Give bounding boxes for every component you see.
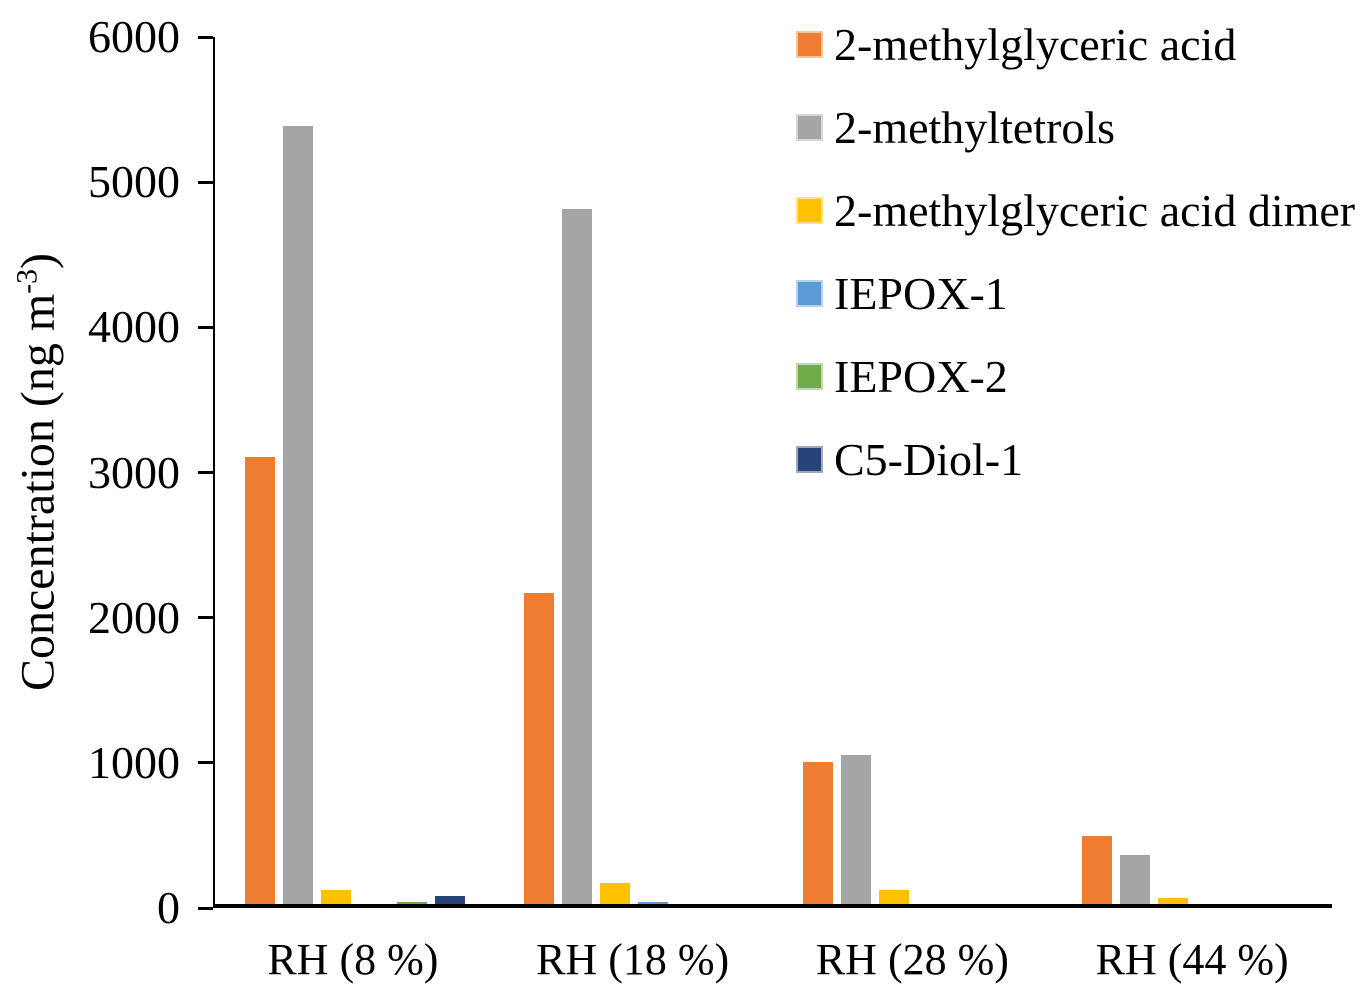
x-tick-label: RH (44 %) <box>1095 935 1289 984</box>
y-tick-mark <box>198 325 213 329</box>
y-tick-label: 3000 <box>88 446 180 498</box>
x-tick-label: RH (8 %) <box>267 935 439 984</box>
legend-swatch-c5-diol-1 <box>796 446 823 473</box>
bar-group-rh-8 <box>215 37 494 904</box>
y-axis-tick-labels: 0 1000 2000 3000 4000 5000 6000 <box>0 11 180 933</box>
x-tick-label: RH (18 %) <box>536 935 730 984</box>
y-tick-mark <box>198 35 213 39</box>
bar-2-methyltetrols-category-2 <box>561 208 592 904</box>
legend-item-c5-diol-1: C5-Diol-1 <box>796 433 1355 486</box>
y-tick-label: 2000 <box>88 591 180 643</box>
legend-swatch-iepox-1 <box>796 280 823 307</box>
y-tick-mark <box>198 180 213 184</box>
y-tick-mark <box>198 471 213 474</box>
y-tick-mark <box>198 761 213 765</box>
bar-2-methylglyceric-acid-dimer-category-4 <box>1158 898 1189 904</box>
legend-swatch-iepox-2 <box>796 363 823 390</box>
legend-label: 2-methylglyceric acid dimer <box>834 185 1356 236</box>
x-tick-label: RH (28 %) <box>815 935 1009 984</box>
bar-2-methyltetrols-category-4 <box>1120 854 1151 904</box>
y-tick-mark <box>198 906 213 910</box>
y-tick-label: 4000 <box>88 301 180 353</box>
legend-item-iepox-2: IEPOX-2 <box>796 350 1355 403</box>
bar-iepox-2-category-1 <box>396 901 427 904</box>
legend-item-2-methylglyceric-acid: 2-methylglyceric acid <box>796 18 1355 71</box>
bar-2-methylglyceric-acid-category-4 <box>1082 835 1113 904</box>
legend-label: IEPOX-2 <box>834 351 1008 402</box>
legend-swatch-2-methylglyceric-acid-dimer <box>796 197 823 224</box>
bar-iepox-1-category-2 <box>637 901 668 904</box>
bar-group-rh-18 <box>494 37 773 904</box>
legend-swatch-2-methylglyceric-acid <box>796 31 823 58</box>
bar-group-rh-44 <box>1053 37 1332 904</box>
bar-2-methylglyceric-acid-category-3 <box>803 761 834 904</box>
bar-2-methyltetrols-category-1 <box>282 125 313 904</box>
y-tick-label: 0 <box>157 882 180 933</box>
legend-label: 2-methylglyceric acid <box>834 19 1237 70</box>
bar-2-methylglyceric-acid-category-1 <box>244 456 275 904</box>
legend-swatch-2-methyltetrols <box>796 114 823 141</box>
bar-2-methylglyceric-acid-dimer-category-1 <box>320 890 351 904</box>
legend-label: C5-Diol-1 <box>834 434 1024 485</box>
bar-2-methylglyceric-acid-category-2 <box>523 593 554 904</box>
plot-area <box>213 37 1332 908</box>
bar-2-methyltetrols-category-3 <box>841 754 872 904</box>
legend-item-2-methylglyceric-acid-dimer: 2-methylglyceric acid dimer <box>796 184 1355 237</box>
x-axis-tick-labels: RH (8 %) RH (18 %) RH (28 %) RH (44 %) <box>213 934 1332 986</box>
legend: 2-methylglyceric acid 2-methyltetrols 2-me… <box>796 18 1355 486</box>
bar-2-methylglyceric-acid-dimer-category-3 <box>879 889 910 904</box>
y-tick-label: 1000 <box>88 736 180 788</box>
legend-item-iepox-1: IEPOX-1 <box>796 267 1355 320</box>
y-tick-label: 6000 <box>88 11 180 62</box>
bar-group-rh-28 <box>774 37 1053 904</box>
legend-label: IEPOX-1 <box>834 268 1008 319</box>
y-tick-label: 5000 <box>88 156 180 208</box>
legend-label: 2-methyltetrols <box>834 102 1116 153</box>
bar-2-methylglyceric-acid-dimer-category-2 <box>599 883 630 904</box>
bar-c5-diol-1-category-1 <box>434 896 465 904</box>
y-tick-mark <box>198 616 213 620</box>
legend-item-2-methyltetrols: 2-methyltetrols <box>796 101 1355 154</box>
